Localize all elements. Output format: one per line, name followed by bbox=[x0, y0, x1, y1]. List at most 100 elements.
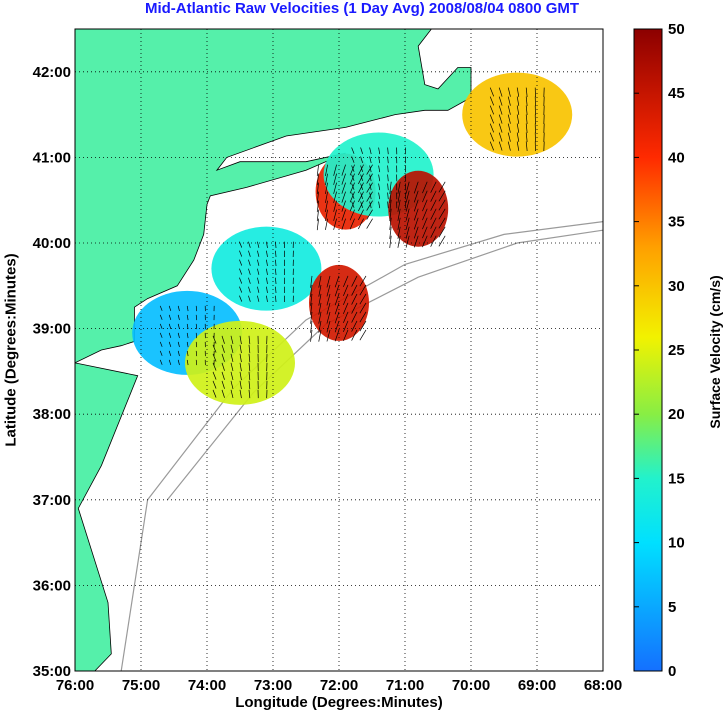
velocity-arrow bbox=[387, 165, 389, 173]
velocity-arrow bbox=[507, 96, 511, 106]
velocity-arrow bbox=[422, 235, 428, 248]
velocity-arrow bbox=[369, 156, 372, 164]
velocity-arrow bbox=[359, 302, 367, 314]
velocity-arrow bbox=[257, 259, 260, 266]
velocity-arrow bbox=[489, 123, 495, 133]
colorbar-tick-label: 45 bbox=[668, 85, 685, 102]
velocity-arrow bbox=[498, 114, 503, 124]
velocity-arrow bbox=[360, 174, 363, 182]
velocity-arrow bbox=[516, 123, 520, 133]
velocity-arrow bbox=[413, 181, 419, 194]
velocity-arrow bbox=[325, 182, 328, 195]
velocity-arrow bbox=[341, 173, 346, 185]
velocity-arrow bbox=[159, 359, 163, 365]
colorbar-tick-label: 25 bbox=[668, 342, 685, 359]
velocity-arrow bbox=[525, 123, 528, 133]
velocity-arrow bbox=[212, 380, 217, 389]
velocity-arrow bbox=[177, 314, 180, 321]
velocity-arrow bbox=[378, 156, 381, 164]
velocity-arrow bbox=[360, 156, 363, 164]
velocity-arrow bbox=[212, 353, 217, 362]
velocity-arrow bbox=[405, 208, 410, 221]
velocity-arrow bbox=[498, 96, 503, 106]
velocity-arrow bbox=[341, 200, 346, 212]
velocity-arrow bbox=[325, 200, 328, 213]
velocity-arrow bbox=[212, 335, 217, 344]
velocity-arrow bbox=[221, 371, 225, 380]
velocity-arrow bbox=[369, 174, 372, 182]
velocity-arrow bbox=[366, 191, 373, 202]
y-tick-label: 39:00 bbox=[33, 321, 71, 338]
velocity-arrow bbox=[349, 182, 355, 194]
velocity-arrow bbox=[168, 341, 172, 347]
velocity-arrow bbox=[333, 164, 337, 176]
velocity-arrow bbox=[186, 341, 189, 348]
velocity-arrow bbox=[333, 209, 337, 221]
velocity-arrow bbox=[438, 190, 446, 202]
velocity-arrow bbox=[369, 192, 372, 200]
x-tick-label: 76:00 bbox=[56, 677, 94, 694]
y-tick-label: 40:00 bbox=[33, 235, 71, 252]
velocity-arrow bbox=[221, 353, 225, 362]
velocity-arrow bbox=[239, 344, 242, 354]
y-tick-label: 38:00 bbox=[33, 406, 71, 423]
velocity-arrow bbox=[507, 87, 511, 97]
velocity-arrow bbox=[325, 164, 328, 177]
depth-contour bbox=[166, 229, 603, 501]
velocity-arrow bbox=[248, 250, 251, 257]
velocity-arrow bbox=[159, 314, 163, 320]
velocity-arrow bbox=[397, 199, 401, 212]
velocity-arrow bbox=[168, 359, 172, 365]
y-axis-label: Latitude (Degrees:Minutes) bbox=[2, 253, 20, 447]
velocity-arrow bbox=[168, 323, 172, 329]
velocity-arrow bbox=[275, 295, 277, 303]
velocity-arrow bbox=[177, 332, 180, 339]
velocity-arrow bbox=[369, 165, 372, 173]
velocity-arrow bbox=[186, 314, 189, 321]
x-tick-label: 74:00 bbox=[188, 677, 226, 694]
velocity-arrow bbox=[239, 259, 243, 266]
velocity-arrow bbox=[525, 132, 528, 142]
velocity-arrow bbox=[186, 332, 189, 339]
y-tick-label: 37:00 bbox=[33, 492, 71, 509]
velocity-arrow bbox=[358, 218, 364, 230]
colorbar-tick-label: 35 bbox=[668, 214, 685, 231]
velocity-arrow bbox=[257, 250, 260, 257]
velocity-arrow bbox=[195, 305, 198, 312]
velocity-arrow bbox=[351, 201, 355, 208]
velocity-arrow bbox=[397, 181, 401, 194]
velocity-arrow bbox=[230, 353, 234, 363]
velocity-arrow bbox=[369, 201, 372, 209]
velocity-arrow bbox=[507, 132, 511, 142]
velocity-arrow bbox=[325, 218, 328, 231]
velocity-arrow bbox=[358, 191, 364, 203]
velocity-arrow bbox=[366, 173, 373, 184]
velocity-arrow bbox=[369, 147, 372, 155]
velocity-arrow bbox=[248, 344, 251, 354]
velocity-arrow bbox=[438, 226, 446, 238]
velocity-arrow bbox=[507, 114, 511, 124]
velocity-arrow bbox=[389, 226, 392, 239]
velocity-arrow bbox=[316, 164, 319, 177]
colorbar-tick-label: 40 bbox=[668, 149, 685, 166]
velocity-arrow bbox=[325, 209, 328, 222]
colorbar-tick-label: 10 bbox=[668, 535, 685, 552]
velocity-arrow bbox=[438, 217, 446, 229]
velocity-arrow bbox=[212, 389, 217, 398]
velocity-arrow bbox=[360, 201, 363, 209]
velocity-arrow bbox=[275, 250, 277, 258]
velocity-arrow bbox=[177, 305, 180, 312]
velocity-arrow bbox=[341, 164, 346, 176]
velocity-arrow bbox=[326, 311, 331, 324]
velocity-arrow bbox=[359, 311, 367, 323]
velocity-arrow bbox=[318, 275, 322, 288]
velocity-arrow bbox=[516, 105, 520, 115]
velocity-arrow bbox=[389, 190, 392, 203]
velocity-arrow bbox=[359, 329, 367, 341]
velocity-arrow bbox=[177, 341, 180, 348]
velocity-arrow bbox=[378, 183, 381, 191]
velocity-arrow bbox=[351, 284, 358, 296]
velocity-arrow bbox=[351, 302, 358, 314]
velocity-arrow bbox=[212, 362, 217, 371]
velocity-arrow bbox=[318, 311, 322, 324]
